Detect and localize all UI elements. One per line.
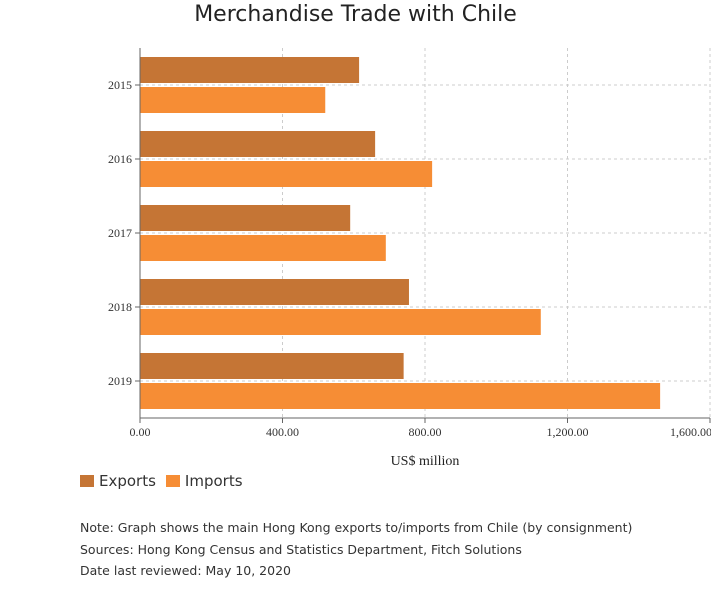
bar-imports-2019[interactable] xyxy=(140,383,661,409)
bar-imports-2017[interactable] xyxy=(140,235,386,261)
bar-exports-2018[interactable] xyxy=(140,279,409,305)
legend-label-imports: Imports xyxy=(184,472,243,490)
y-tick-labels: 2015 2016 2017 2018 2019 xyxy=(108,78,132,388)
y-tick-label: 2016 xyxy=(108,152,132,166)
bar-exports-2017[interactable] xyxy=(140,205,351,231)
date-reviewed-text: Date last reviewed: May 10, 2020 xyxy=(80,563,291,578)
x-tick-label: 800.00 xyxy=(409,425,442,439)
x-tick-labels: 0.00 400.00 800.00 1,200.00 1,600.00 xyxy=(130,425,711,439)
x-tick-label: 400.00 xyxy=(266,425,299,439)
bar-exports-2015[interactable] xyxy=(140,57,360,83)
legend-item-imports[interactable]: Imports xyxy=(165,472,243,490)
axes xyxy=(135,48,711,423)
legend-label-exports: Exports xyxy=(99,472,156,490)
sources-text: Sources: Hong Kong Census and Statistics… xyxy=(80,541,522,557)
chart-notes: Note: Graph shows the main Hong Kong exp… xyxy=(80,517,632,582)
bar-imports-2018[interactable] xyxy=(140,309,541,335)
y-tick-label: 2019 xyxy=(108,374,132,388)
legend-swatch-imports xyxy=(165,475,180,487)
legend: Exports Imports xyxy=(80,472,243,490)
y-tick-label: 2018 xyxy=(108,300,132,314)
x-tick-label: 1,200.00 xyxy=(547,425,589,439)
y-tick-label: 2017 xyxy=(108,226,132,240)
bar-exports-2016[interactable] xyxy=(140,131,376,157)
chart-title: Merchandise Trade with Chile xyxy=(194,2,517,27)
note-text: Note: Graph shows the main Hong Kong exp… xyxy=(80,520,633,535)
legend-swatch-exports xyxy=(80,475,94,487)
x-axis-label: US$ million xyxy=(391,454,460,469)
x-tick-label: 1,600.00 xyxy=(670,425,711,439)
bar-imports-2015[interactable] xyxy=(140,87,326,113)
y-tick-label: 2015 xyxy=(108,78,132,92)
bar-chart: 2015 2016 2017 2018 2019 0.00 400.00 800.00 1,2… xyxy=(108,48,711,469)
bar-exports-2019[interactable] xyxy=(140,353,404,379)
x-tick-label: 0.00 xyxy=(130,425,151,439)
legend-item-exports[interactable]: Exports xyxy=(80,472,156,490)
bar-imports-2016[interactable] xyxy=(140,161,433,187)
bars xyxy=(140,57,661,409)
